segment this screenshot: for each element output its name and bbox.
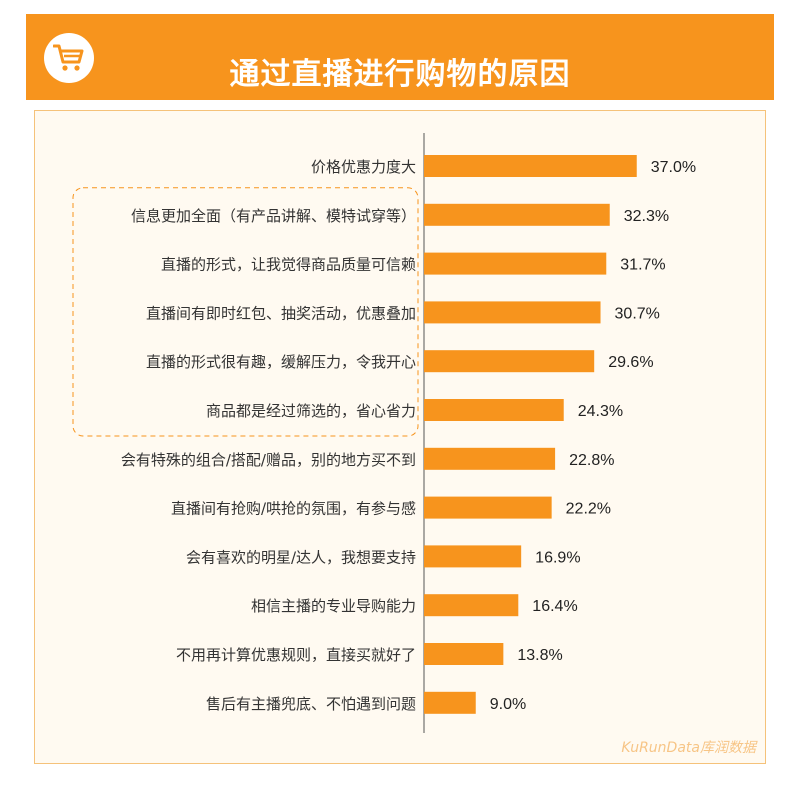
bar <box>424 594 519 617</box>
bar <box>424 643 504 665</box>
bar <box>424 350 595 373</box>
category-label: 直播的形式很有趣，缓解压力，令我开心 <box>146 353 416 371</box>
data-label: 16.4% <box>532 598 577 615</box>
bar <box>424 301 601 324</box>
watermark: KuRunData库润数据 <box>621 740 756 756</box>
data-label: 29.6% <box>608 354 653 371</box>
bar <box>424 545 522 568</box>
bar <box>424 252 607 275</box>
data-label: 9.0% <box>490 696 526 713</box>
data-label: 32.3% <box>624 208 669 225</box>
bar-chart: 价格优惠力度大 37.0% 信息更加全面（有产品讲解、模特试穿等） 32.3% 直播的形… <box>72 133 696 733</box>
chart-panel: 价格优惠力度大 37.0% 信息更加全面（有产品讲解、模特试穿等） 32.3% 直播的形… <box>34 110 766 764</box>
data-label: 31.7% <box>620 257 665 274</box>
data-label: 22.8% <box>569 452 614 469</box>
category-label: 售后有主播兜底、不怕遇到问题 <box>206 695 416 713</box>
category-label: 直播的形式，让我觉得商品质量可信赖 <box>161 256 416 274</box>
category-label: 不用再计算优惠规则，直接买就好了 <box>176 646 416 664</box>
category-label: 直播间有即时红包、抽奖活动，优惠叠加 <box>146 304 416 322</box>
data-label: 24.3% <box>578 403 623 420</box>
bar <box>424 691 476 714</box>
category-label: 会有喜欢的明星/达人，我想要支持 <box>186 548 416 566</box>
bar <box>424 399 564 421</box>
bar <box>424 496 552 519</box>
category-label: 会有特殊的组合/搭配/赠品，别的地方买不到 <box>121 451 416 469</box>
shopping-cart-icon <box>44 33 94 83</box>
data-label: 37.0% <box>651 159 696 176</box>
bar <box>424 155 637 177</box>
category-label: 价格优惠力度大 <box>311 158 416 176</box>
bar <box>424 447 556 470</box>
bar <box>424 203 610 226</box>
category-label: 相信主播的专业导购能力 <box>251 597 416 615</box>
data-label: 30.7% <box>615 305 660 322</box>
title-banner: 通过直播进行购物的原因 <box>26 14 774 100</box>
page-title: 通过直播进行购物的原因 <box>229 57 571 92</box>
category-label: 商品都是经过筛选的，省心省力 <box>206 402 416 420</box>
data-label: 16.9% <box>535 549 580 566</box>
category-label: 信息更加全面（有产品讲解、模特试穿等） <box>131 207 416 225</box>
category-label: 直播间有抢购/哄抢的氛围，有参与感 <box>171 500 416 518</box>
data-label: 13.8% <box>517 647 562 664</box>
data-label: 22.2% <box>566 501 611 518</box>
highlight-dashed-box <box>72 187 419 437</box>
